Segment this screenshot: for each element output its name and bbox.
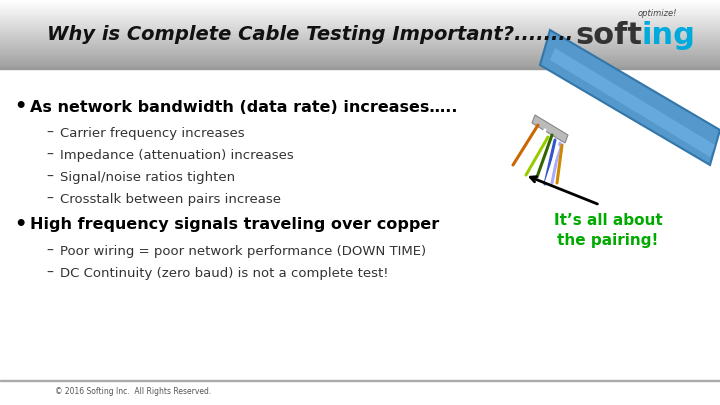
Polygon shape bbox=[532, 115, 568, 143]
Bar bbox=[0, 13, 720, 14]
Text: Crosstalk between pairs increase: Crosstalk between pairs increase bbox=[60, 192, 281, 205]
Text: •: • bbox=[14, 215, 26, 234]
Text: As network bandwidth (data rate) increases…..: As network bandwidth (data rate) increas… bbox=[30, 100, 457, 115]
Bar bbox=[0, 380, 720, 381]
Bar bbox=[0, 59, 720, 60]
Bar bbox=[0, 11, 720, 12]
Bar bbox=[0, 54, 720, 55]
Bar bbox=[0, 19, 720, 20]
Bar bbox=[0, 23, 720, 24]
Text: optimize!: optimize! bbox=[637, 9, 677, 19]
Bar bbox=[0, 39, 720, 40]
Bar bbox=[0, 14, 720, 15]
Bar bbox=[0, 5, 720, 6]
Bar bbox=[0, 63, 720, 64]
Bar bbox=[0, 61, 720, 62]
Bar bbox=[0, 51, 720, 52]
Bar bbox=[0, 12, 720, 13]
Bar bbox=[0, 66, 720, 67]
Bar bbox=[0, 60, 720, 61]
Bar bbox=[0, 3, 720, 4]
Text: High frequency signals traveling over copper: High frequency signals traveling over co… bbox=[30, 217, 439, 232]
Bar bbox=[0, 32, 720, 33]
Bar bbox=[0, 31, 720, 32]
Bar bbox=[0, 2, 720, 3]
Bar bbox=[0, 0, 720, 1]
Bar bbox=[0, 58, 720, 59]
Bar bbox=[0, 20, 720, 21]
Bar bbox=[0, 22, 720, 23]
Bar bbox=[0, 40, 720, 41]
Bar bbox=[0, 36, 720, 37]
Text: –: – bbox=[47, 244, 53, 258]
Bar bbox=[0, 65, 720, 66]
Text: Impedance (attenuation) increases: Impedance (attenuation) increases bbox=[60, 149, 294, 162]
Text: It’s all about
the pairing!: It’s all about the pairing! bbox=[554, 213, 662, 248]
Text: –: – bbox=[47, 192, 53, 206]
Polygon shape bbox=[550, 48, 715, 157]
Bar bbox=[0, 45, 720, 46]
Text: soft: soft bbox=[575, 21, 642, 51]
Text: Why is Complete Cable Testing Important?........: Why is Complete Cable Testing Important?… bbox=[47, 24, 573, 43]
Bar bbox=[0, 38, 720, 39]
Bar bbox=[0, 34, 720, 35]
Bar bbox=[0, 27, 720, 28]
Bar bbox=[0, 42, 720, 43]
Bar bbox=[0, 24, 720, 25]
Bar bbox=[0, 15, 720, 16]
Bar bbox=[0, 18, 720, 19]
Bar bbox=[0, 57, 720, 58]
Bar bbox=[0, 46, 720, 47]
Bar bbox=[0, 17, 720, 18]
Bar bbox=[0, 35, 720, 36]
Bar bbox=[0, 48, 720, 49]
Text: •: • bbox=[14, 98, 26, 117]
Text: –: – bbox=[47, 148, 53, 162]
Bar bbox=[0, 47, 720, 48]
Bar bbox=[0, 49, 720, 50]
Bar bbox=[0, 21, 720, 22]
Bar bbox=[0, 43, 720, 44]
Text: Poor wiring = poor network performance (DOWN TIME): Poor wiring = poor network performance (… bbox=[60, 245, 426, 258]
Bar bbox=[0, 56, 720, 57]
Bar bbox=[0, 26, 720, 27]
Bar bbox=[0, 41, 720, 42]
Bar bbox=[0, 1, 720, 2]
Bar bbox=[0, 33, 720, 34]
Bar bbox=[0, 50, 720, 51]
Bar bbox=[0, 55, 720, 56]
Bar bbox=[0, 29, 720, 30]
Bar bbox=[0, 7, 720, 8]
Bar bbox=[0, 4, 720, 5]
Text: © 2016 Softing Inc.  All Rights Reserved.: © 2016 Softing Inc. All Rights Reserved. bbox=[55, 388, 211, 396]
Text: DC Continuity (zero baud) is not a complete test!: DC Continuity (zero baud) is not a compl… bbox=[60, 266, 389, 279]
Text: –: – bbox=[47, 266, 53, 280]
Bar bbox=[0, 53, 720, 54]
Text: –: – bbox=[47, 126, 53, 140]
Text: Signal/noise ratios tighten: Signal/noise ratios tighten bbox=[60, 171, 235, 183]
Bar bbox=[0, 62, 720, 63]
Bar bbox=[0, 44, 720, 45]
Text: –: – bbox=[47, 170, 53, 184]
Text: ing: ing bbox=[642, 21, 696, 51]
Bar bbox=[0, 37, 720, 38]
Bar bbox=[0, 52, 720, 53]
Bar bbox=[0, 10, 720, 11]
Bar bbox=[0, 64, 720, 65]
Bar bbox=[0, 67, 720, 68]
Bar bbox=[0, 25, 720, 26]
Bar bbox=[0, 30, 720, 31]
Polygon shape bbox=[540, 30, 720, 165]
Bar bbox=[0, 68, 720, 69]
Bar bbox=[0, 16, 720, 17]
Bar bbox=[0, 28, 720, 29]
Bar bbox=[0, 8, 720, 9]
Bar bbox=[0, 6, 720, 7]
Text: Carrier frequency increases: Carrier frequency increases bbox=[60, 126, 245, 139]
Bar bbox=[0, 9, 720, 10]
